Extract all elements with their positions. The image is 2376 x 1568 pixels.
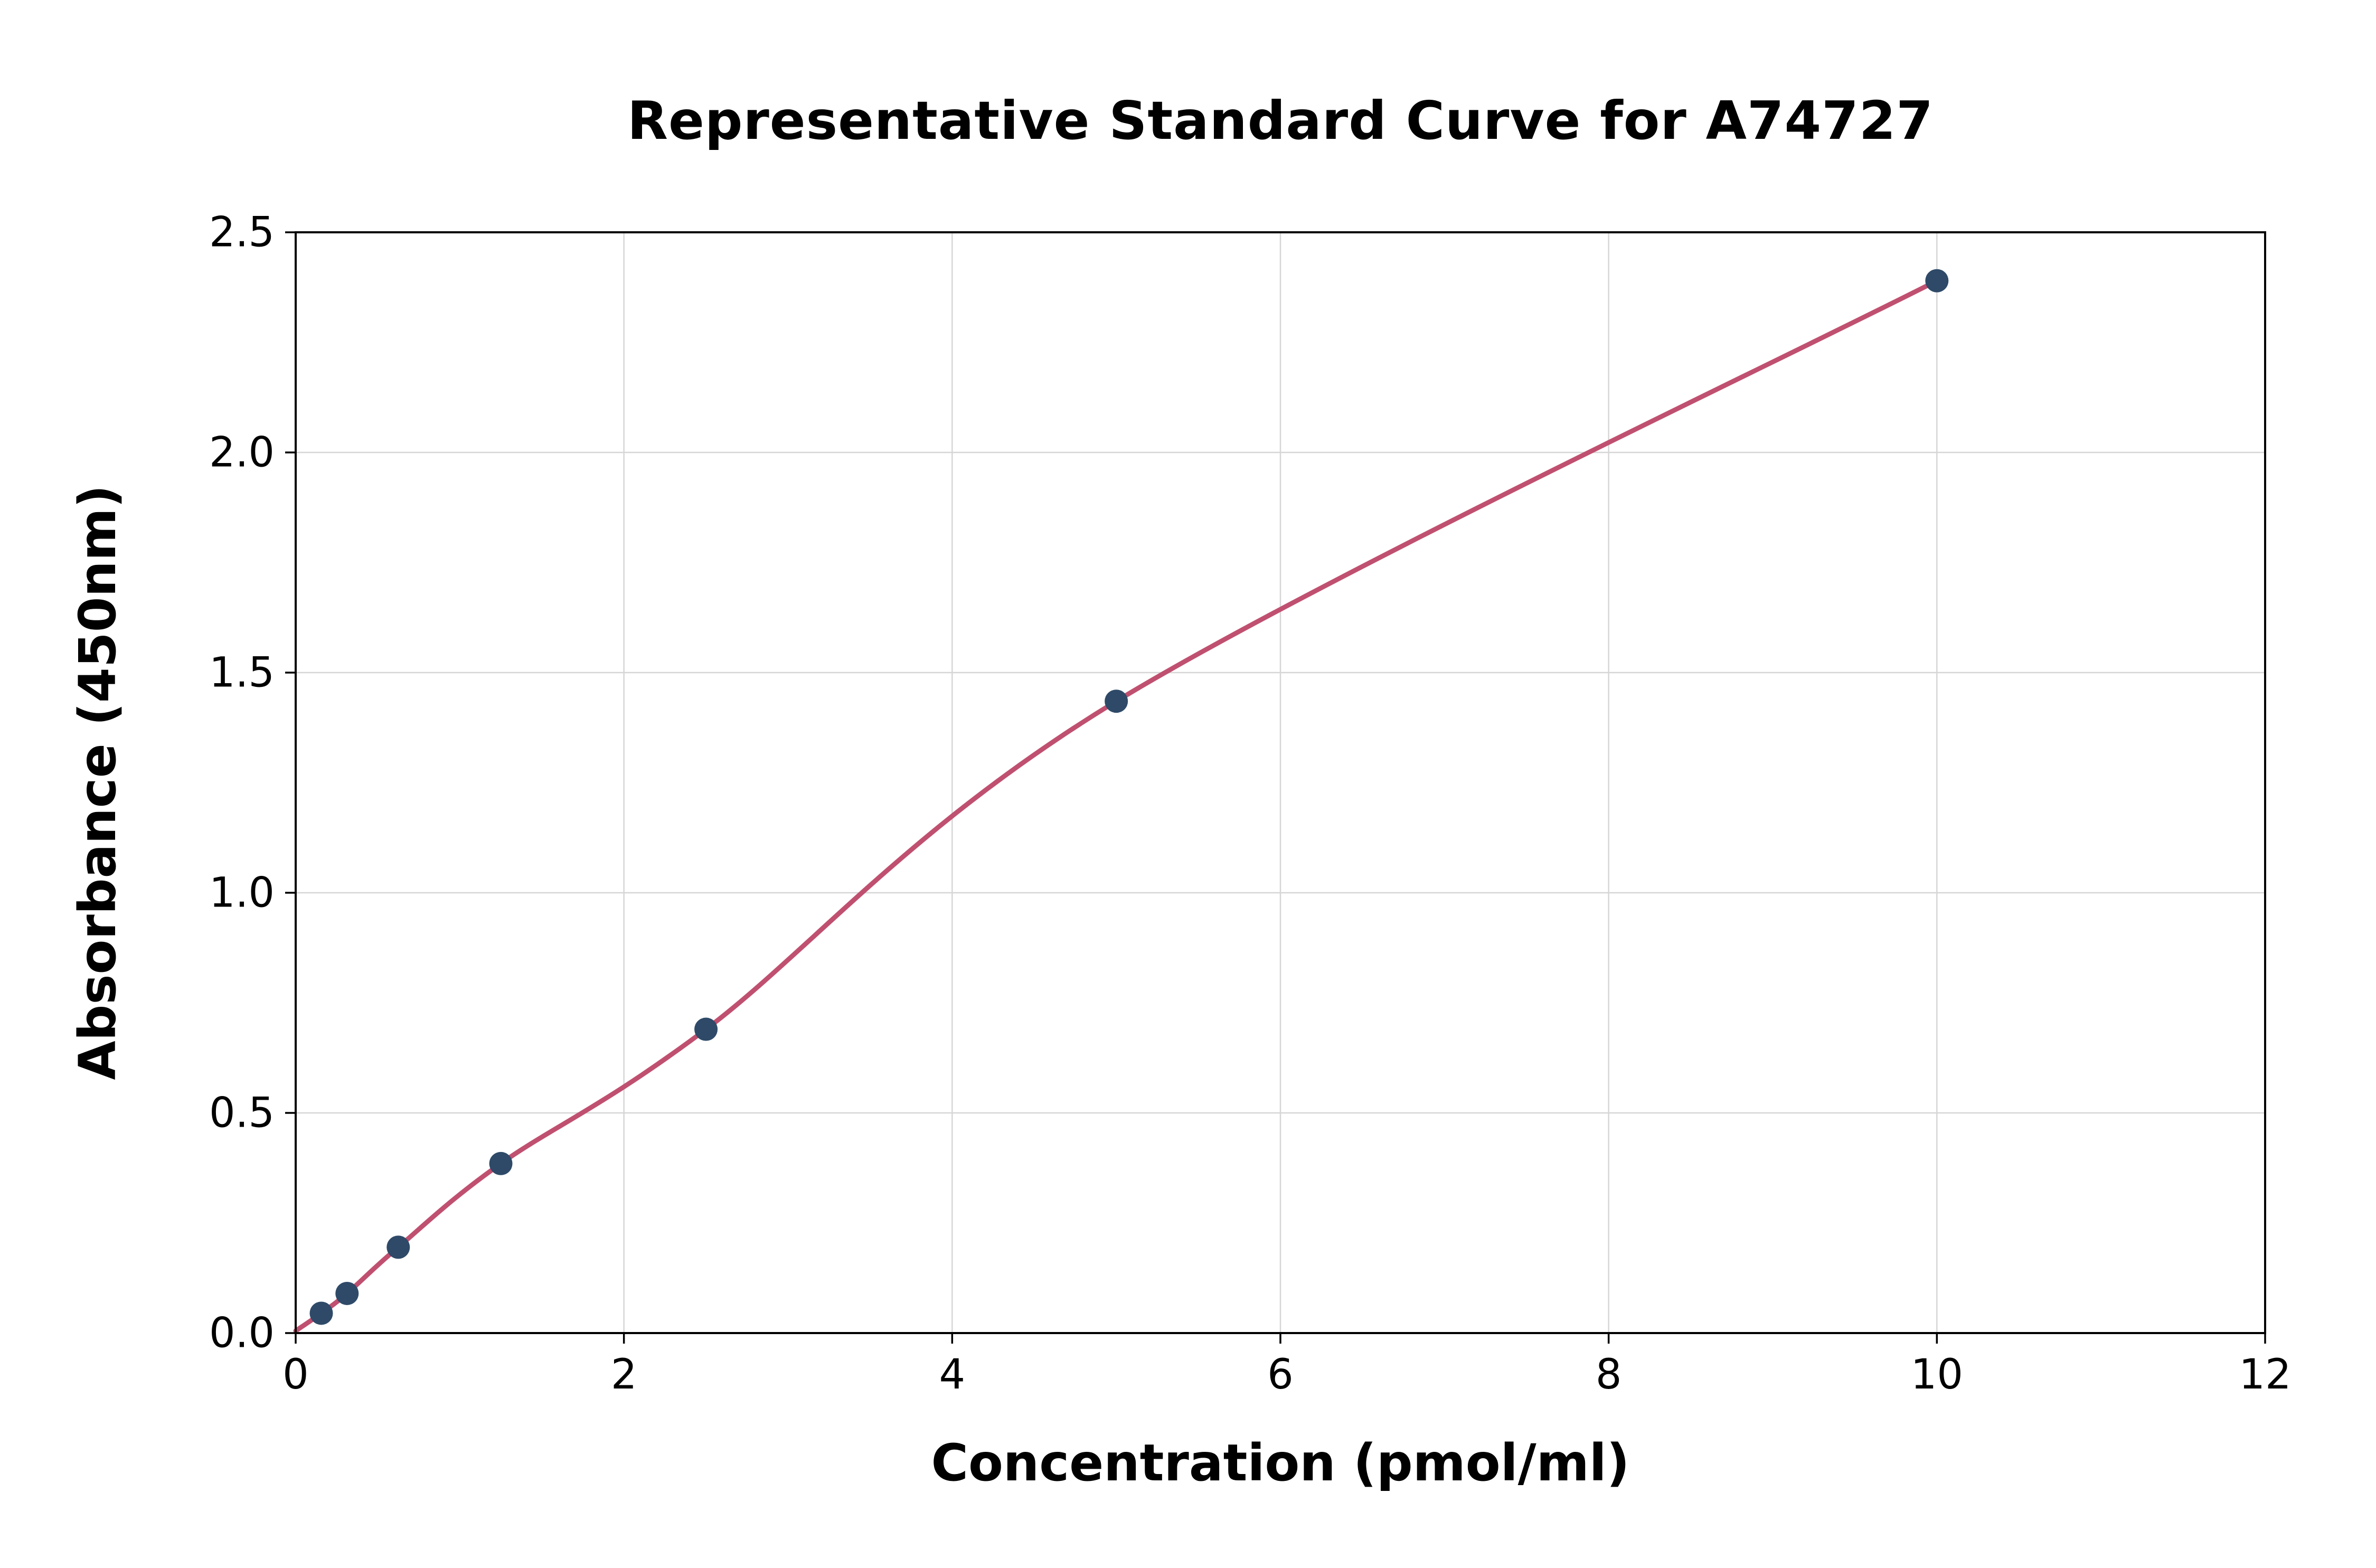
x-axis-label: Concentration (pmol/ml) <box>931 1433 1630 1493</box>
data-point <box>1105 689 1128 713</box>
x-tick-label: 8 <box>1596 1351 1622 1399</box>
data-point <box>694 1017 718 1041</box>
y-tick-label: 0.0 <box>209 1310 275 1357</box>
data-point <box>309 1301 333 1325</box>
x-tick-label: 10 <box>1911 1351 1963 1399</box>
tick-labels: 0 2 4 6 8 10 12 0.0 0.5 1.0 1.5 2.0 2.5 <box>209 209 2292 1399</box>
y-tick-label: 2.0 <box>209 429 275 477</box>
y-tick-label: 0.5 <box>209 1090 275 1137</box>
data-point <box>335 1281 359 1305</box>
data-point <box>489 1151 513 1175</box>
x-tick-label: 0 <box>282 1351 309 1399</box>
x-tick-label: 2 <box>611 1351 637 1399</box>
y-tick-label: 1.5 <box>209 649 275 697</box>
data-point <box>1925 269 1949 292</box>
fitted-curve <box>293 278 1939 1334</box>
x-tick-label: 4 <box>939 1351 966 1399</box>
data-point <box>386 1235 410 1259</box>
gridlines <box>295 231 2266 1334</box>
data-points <box>309 269 1949 1325</box>
chart-title: Representative Standard Curve for A74727 <box>627 90 1934 152</box>
y-tick-label: 2.5 <box>209 209 275 257</box>
x-tick-label: 12 <box>2239 1351 2291 1399</box>
y-tick-label: 1.0 <box>209 870 275 917</box>
x-tick-label: 6 <box>1267 1351 1294 1399</box>
